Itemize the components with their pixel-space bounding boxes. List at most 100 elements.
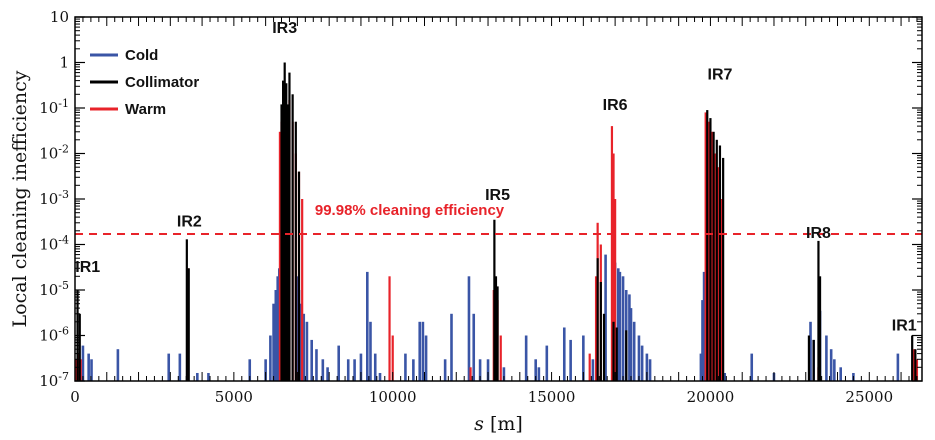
collimator-bar bbox=[807, 335, 811, 381]
collimator-bar bbox=[283, 62, 286, 381]
cold-bar bbox=[412, 359, 415, 381]
cold-bar bbox=[373, 353, 377, 381]
x-tick-label: 15000 bbox=[528, 388, 576, 406]
y-tick-label-base: 10 bbox=[50, 8, 69, 26]
x-tick-label: 5000 bbox=[215, 388, 253, 406]
cold-bar bbox=[346, 359, 350, 381]
collimator-bar bbox=[282, 80, 285, 382]
cold-bar bbox=[582, 335, 585, 381]
legend-label: Cold bbox=[125, 47, 158, 64]
cold-bar bbox=[421, 321, 425, 381]
cold-bar bbox=[196, 372, 199, 381]
warm-bar bbox=[388, 276, 391, 381]
ir-label: IR5 bbox=[485, 187, 510, 204]
cold-bar bbox=[645, 353, 649, 381]
y-tick-label-exponent: -4 bbox=[58, 234, 69, 247]
cold-bar bbox=[502, 367, 506, 381]
warm-bar bbox=[714, 153, 717, 381]
collimator-bar bbox=[185, 239, 188, 381]
cold-bar bbox=[472, 313, 476, 381]
y-tick-label: 10-5 bbox=[39, 279, 69, 299]
warm-bar bbox=[469, 367, 472, 381]
cold-bar bbox=[207, 372, 210, 381]
cold-bar bbox=[702, 271, 706, 381]
legend-label: Warm bbox=[125, 101, 166, 118]
collimator-bar bbox=[612, 321, 615, 381]
ir-label: IR1 bbox=[75, 259, 100, 276]
y-tick-label: 10-3 bbox=[39, 188, 69, 208]
collimator-bar bbox=[718, 145, 722, 381]
collimator-bar bbox=[294, 121, 297, 381]
collimator-bar bbox=[818, 276, 822, 381]
warm-bar bbox=[499, 335, 502, 381]
cold-bar bbox=[829, 349, 833, 381]
collimator-bar bbox=[817, 240, 820, 381]
collimator-bar bbox=[187, 268, 190, 381]
cold-bar bbox=[699, 353, 703, 381]
collimator-bar bbox=[280, 104, 283, 382]
y-tick-label-exponent: -3 bbox=[58, 188, 69, 201]
collimator-bar bbox=[625, 330, 628, 381]
warm-bar bbox=[612, 153, 615, 381]
x-axis: 0 5000 10000 15000 20000 25000 bbox=[70, 17, 918, 406]
cold-bar bbox=[274, 290, 278, 381]
warm-bar bbox=[704, 112, 707, 381]
y-tick-label: 10-4 bbox=[39, 234, 69, 254]
warm-bar bbox=[278, 131, 282, 381]
cold-bar bbox=[299, 303, 302, 381]
collimator-bar bbox=[291, 94, 294, 382]
x-axis-title-symbol: s bbox=[474, 413, 484, 435]
y-tick-label: 10 bbox=[50, 8, 69, 26]
cold-bar bbox=[701, 300, 704, 381]
collimator-bar bbox=[706, 110, 709, 381]
cold-bar bbox=[750, 353, 754, 381]
legend-label: Collimator bbox=[125, 74, 199, 91]
x-tick-label: 25000 bbox=[845, 388, 893, 406]
cold-bar bbox=[378, 372, 382, 381]
y-tick-label-base: 10 bbox=[39, 190, 58, 208]
cold-bar bbox=[839, 367, 842, 381]
warm-bar bbox=[588, 353, 591, 381]
x-tick-label: 10000 bbox=[369, 388, 417, 406]
cold-bar bbox=[276, 276, 280, 381]
ir-label: IR6 bbox=[603, 97, 628, 114]
cold-bar bbox=[524, 335, 528, 381]
x-axis-title: s [m] bbox=[474, 413, 523, 435]
cold-bar bbox=[418, 321, 422, 381]
cold-bar bbox=[628, 294, 631, 381]
warm-bar bbox=[720, 199, 723, 381]
cold-bar bbox=[443, 359, 447, 381]
cold-bar bbox=[833, 359, 836, 381]
cold-bar bbox=[640, 345, 644, 381]
collimator-bar bbox=[78, 313, 81, 381]
cold-bar bbox=[269, 335, 272, 381]
y-tick-label: 10-1 bbox=[39, 97, 69, 117]
collimator-bar bbox=[493, 219, 496, 381]
cold-bar bbox=[569, 339, 572, 381]
ir-label: IR8 bbox=[806, 225, 831, 242]
cold-bar bbox=[404, 353, 407, 381]
cold-bar bbox=[272, 303, 275, 381]
y-tick-label-exponent: -2 bbox=[58, 143, 69, 156]
cold-bar bbox=[353, 359, 356, 381]
collimator-bar bbox=[496, 286, 499, 381]
collimator-bar bbox=[286, 104, 289, 382]
collimator-series bbox=[76, 62, 917, 382]
cold-bar bbox=[486, 359, 490, 381]
collimator-bar bbox=[715, 139, 718, 381]
ir-labels: IR1 IR2 IR3 IR5 IR6 IR7 IR8 IR1 bbox=[75, 20, 917, 335]
cold-bar bbox=[90, 359, 93, 381]
cold-bar bbox=[604, 254, 607, 381]
cold-bar bbox=[87, 353, 90, 381]
cold-bar bbox=[116, 349, 120, 381]
cold-series bbox=[75, 254, 900, 381]
collimator-bar bbox=[914, 349, 917, 381]
cold-bar bbox=[359, 353, 363, 381]
x-tick-label: 0 bbox=[70, 388, 80, 406]
collimator-bar bbox=[712, 131, 715, 381]
collimator-bar bbox=[911, 335, 914, 381]
cold-bar bbox=[825, 335, 828, 381]
y-tick-label-base: 10 bbox=[39, 145, 58, 163]
collimator-bar bbox=[599, 281, 602, 381]
y-tick-label-exponent: -6 bbox=[58, 325, 69, 338]
